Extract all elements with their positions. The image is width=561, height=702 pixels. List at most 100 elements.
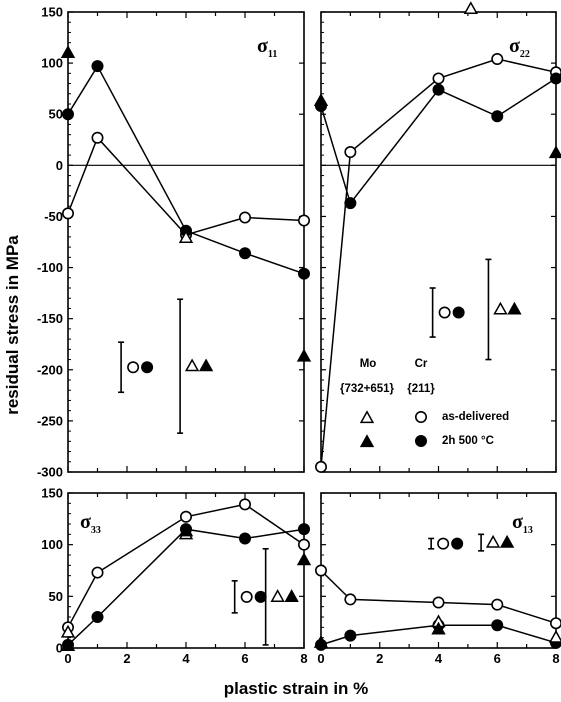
data-point-filled-circle xyxy=(432,83,445,96)
error-bar-marker-open-triangle xyxy=(270,589,285,602)
panel-title: σ33 xyxy=(80,511,101,536)
x-tick-label: 6 xyxy=(241,651,248,666)
data-point-filled-circle xyxy=(297,267,310,280)
x-tick-label: 8 xyxy=(300,651,307,666)
error-bar-marker-filled-circle xyxy=(451,537,464,550)
data-point-open-triangle xyxy=(548,629,561,643)
y-tick-label: -250 xyxy=(37,413,63,428)
y-tick-label: -300 xyxy=(37,465,63,480)
error-bar-marker-filled-circle xyxy=(141,361,154,374)
data-point-open-circle xyxy=(61,207,74,220)
data-point-open-triangle xyxy=(463,1,478,15)
data-point-open-circle xyxy=(314,564,327,577)
legend-cr-header: Cr xyxy=(415,358,428,370)
data-point-filled-triangle xyxy=(548,145,561,159)
series-line-open-circle xyxy=(67,503,305,628)
data-point-open-triangle xyxy=(60,624,76,638)
error-bar xyxy=(177,298,214,434)
panel-sigma13: 0 2 4 6 8 σ13 xyxy=(313,492,561,666)
data-point-filled-triangle xyxy=(60,638,76,652)
error-bar-marker-filled-circle xyxy=(254,590,267,603)
error-bar-marker-filled-triangle xyxy=(284,589,299,602)
error-bar xyxy=(262,547,299,646)
panel-sigma22: σ22 xyxy=(313,1,561,473)
x-tick-label: 8 xyxy=(552,651,559,666)
panels: 150 100 50 0 -50 -100 -150 -200 -250 -300 σ11 σ22 15… xyxy=(37,1,561,666)
data-point-open-circle xyxy=(344,146,357,159)
x-tick-label: 0 xyxy=(317,651,324,666)
panel-title-subscript: 13 xyxy=(523,525,533,536)
legend-as-delivered-label: as-delivered xyxy=(442,411,509,423)
legend-cr-planes: {211} xyxy=(407,383,435,395)
data-point-open-circle xyxy=(491,598,504,611)
series-line-open-circle xyxy=(320,58,557,467)
y-tick-label: 100 xyxy=(41,56,63,71)
data-point-open-circle xyxy=(432,596,445,609)
y-tick-label: 100 xyxy=(41,537,63,552)
legend-open-triangle xyxy=(359,410,375,424)
legend-mo-planes: {732+651} xyxy=(340,383,395,395)
data-point-open-circle xyxy=(91,131,104,144)
data-point-open-circle xyxy=(491,53,504,66)
x-axis-label: plastic strain in % xyxy=(224,679,369,698)
x-tick-label: 2 xyxy=(376,651,383,666)
error-bar-marker-open-circle xyxy=(437,537,450,550)
y-tick-label: -100 xyxy=(37,260,63,275)
error-bar-marker-filled-triangle xyxy=(507,301,522,315)
legend-filled-circle xyxy=(414,434,427,447)
data-point-filled-circle xyxy=(491,619,504,632)
panel-title-subscript: 11 xyxy=(268,49,277,60)
y-tick-label: 50 xyxy=(49,107,63,122)
data-point-filled-circle xyxy=(239,247,252,260)
data-point-open-circle xyxy=(180,510,193,523)
y-tick-label: 0 xyxy=(56,158,63,173)
error-bar-marker-open-circle xyxy=(127,361,140,374)
data-point-filled-circle xyxy=(491,110,504,123)
y-tick-label: -50 xyxy=(44,209,63,224)
x-tick-label: 6 xyxy=(494,651,501,666)
data-point-open-circle xyxy=(239,211,252,224)
x-tick-label: 4 xyxy=(435,651,443,666)
y-tick-label: 0 xyxy=(56,641,63,656)
x-tick-label: 0 xyxy=(64,651,71,666)
panel-title: σ22 xyxy=(509,35,530,60)
data-point-filled-triangle xyxy=(431,621,446,635)
y-axis-label: residual stress in MPa xyxy=(3,235,22,415)
data-point-filled-triangle xyxy=(296,348,312,362)
data-point-open-circle xyxy=(297,214,310,227)
data-point-filled-circle xyxy=(91,60,104,73)
data-point-filled-circle xyxy=(297,523,310,536)
data-point-open-circle xyxy=(432,72,445,85)
data-point-filled-circle xyxy=(91,610,104,623)
y-tick-label: -150 xyxy=(37,311,63,326)
legend-open-circle xyxy=(414,410,427,423)
data-point-open-circle xyxy=(344,593,357,606)
error-bar-marker-open-circle xyxy=(240,590,253,603)
panel-title: σ11 xyxy=(257,35,277,60)
data-point-open-triangle xyxy=(178,230,194,244)
data-point-filled-triangle xyxy=(60,45,76,58)
error-bar-marker-filled-triangle xyxy=(499,534,515,548)
data-point-open-circle xyxy=(550,617,561,630)
data-point-filled-circle xyxy=(239,532,252,545)
data-point-filled-triangle xyxy=(313,93,329,107)
error-bar xyxy=(118,341,154,394)
legend-annealed-label: 2h 500 °C xyxy=(442,435,494,447)
panel-sigma33: 150 100 50 00 2 4 6 8 σ33 xyxy=(41,486,312,666)
error-bar xyxy=(231,580,267,614)
error-bar xyxy=(485,258,522,361)
legend-mo-header: Mo xyxy=(360,358,377,370)
panel-sigma11: 150 100 50 0 -50 -100 -150 -200 -250 -300 σ11 xyxy=(37,5,312,480)
y-tick-label: -200 xyxy=(37,362,63,377)
y-tick-label: 50 xyxy=(49,589,63,604)
data-point-filled-circle xyxy=(344,197,357,210)
series-line-open-circle xyxy=(67,136,305,236)
legend: Mo {732+651} Cr {211} as-delivered 2h 50… xyxy=(340,358,509,448)
x-tick-label: 4 xyxy=(182,651,190,666)
panel-title-subscript: 22 xyxy=(520,49,530,60)
data-point-open-circle xyxy=(297,538,310,551)
data-point-filled-triangle xyxy=(313,635,329,648)
data-point-filled-triangle xyxy=(296,552,312,566)
error-bar-marker-open-circle xyxy=(438,306,451,319)
